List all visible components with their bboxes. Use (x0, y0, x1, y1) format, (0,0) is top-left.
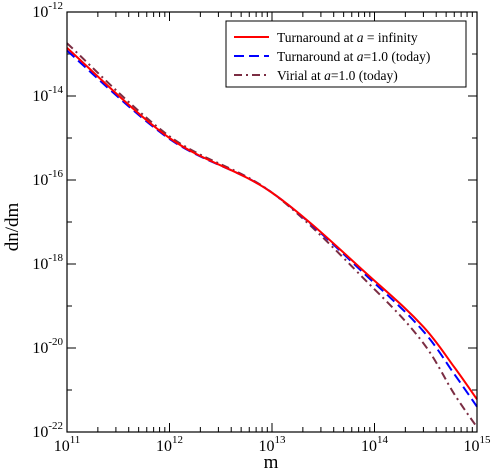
legend-label: Virial at a=1.0 (today) (277, 68, 398, 83)
y-tick-labels: 10-12 10-14 10-16 10-18 10-20 10-22 (32, 0, 63, 441)
y-axis-title: dn/dm (2, 203, 23, 252)
legend: Turnaround at a = infinity Turnaround at … (225, 20, 467, 88)
plot-frame (66, 11, 478, 433)
legend-label: Turnaround at a = infinity (277, 30, 418, 45)
x-tick-label: 1012 (156, 434, 183, 455)
x-axis-title: m (264, 452, 279, 471)
legend-label: Turnaround at a=1.0 (today) (277, 49, 430, 64)
x-tick-label: 1015 (464, 434, 492, 455)
y-tick-label: 10-20 (32, 336, 63, 357)
y-tick-label: 10-14 (32, 84, 63, 105)
x-tick-label: 1014 (361, 434, 389, 455)
x-tick-labels: 1011 1012 1013 1014 1015 (54, 434, 491, 455)
x-tick-label: 1011 (54, 434, 81, 455)
legend-item-turnaround-infinity: Turnaround at a = infinity (234, 30, 418, 45)
y-tick-label: 10-12 (32, 0, 63, 21)
y-tick-label: 10-22 (32, 420, 63, 441)
series-line-virial-today (66, 42, 478, 428)
legend-item-turnaround-today: Turnaround at a=1.0 (today) (234, 49, 430, 64)
y-tick-label: 10-16 (32, 168, 63, 189)
series-lines (66, 42, 478, 428)
y-tick-label: 10-18 (32, 252, 63, 273)
x-tick-label: 1013 (259, 434, 287, 455)
legend-item-virial-today: Virial at a=1.0 (today) (234, 68, 398, 83)
series-line-turnaround-infinity (66, 47, 478, 400)
